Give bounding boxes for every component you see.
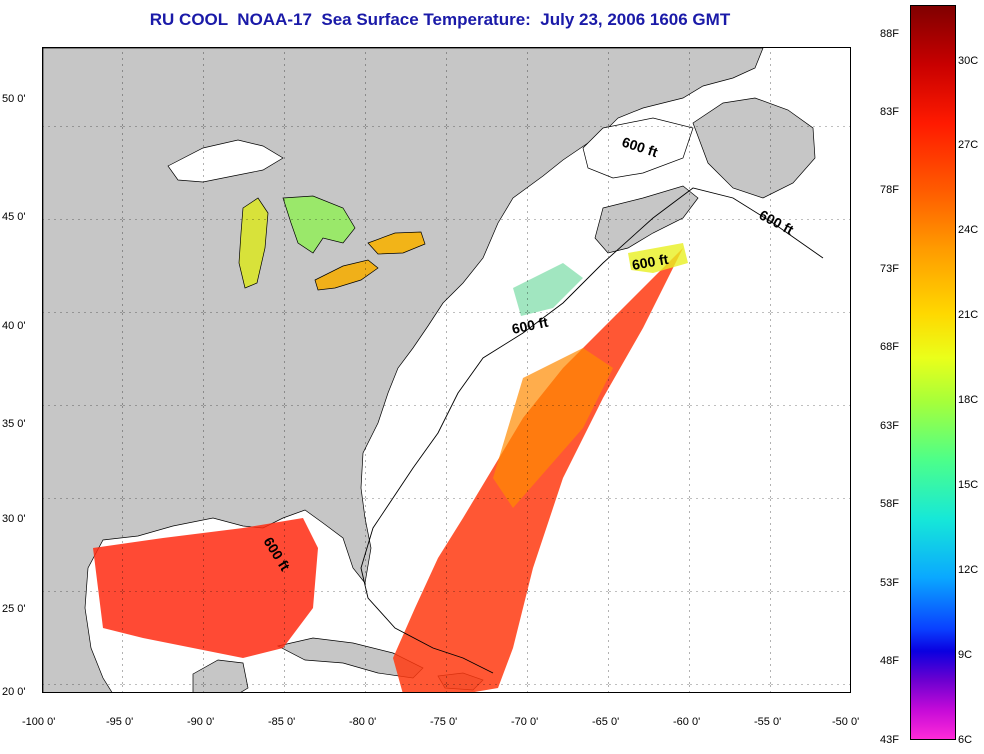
colorbar-celsius-label: 27C (958, 139, 979, 151)
lat-tick-label: 50 0' (2, 93, 26, 105)
colorbar-fahrenheit-label: 48F (880, 655, 899, 667)
lon-tick-label: -80 0' (349, 716, 377, 728)
lat-tick-label: 25 0' (2, 603, 26, 615)
colorbar-fahrenheit-label: 43F (880, 734, 899, 746)
colorbar-fahrenheit-label: 58F (880, 498, 899, 510)
sst-map: 600 ft 600 ft 600 ft 600 ft 600 ft (43, 48, 850, 692)
colorbar-fahrenheit-label: 88F (880, 28, 899, 40)
map-title: RU COOL NOAA-17 Sea Surface Temperature:… (149, 10, 731, 29)
lon-tick-label: -85 0' (268, 716, 296, 728)
colorbar-celsius-label: 6C (958, 734, 973, 746)
colorbar-fahrenheit-label: 53F (880, 577, 899, 589)
lon-tick-label: -95 0' (106, 716, 134, 728)
colorbar-fahrenheit-label: 83F (880, 106, 899, 118)
colorbar-fahrenheit-label: 78F (880, 184, 899, 196)
colorbar-fahrenheit-label: 63F (880, 420, 899, 432)
colorbar-celsius-label: 30C (958, 55, 979, 67)
lon-tick-label: -65 0' (592, 716, 620, 728)
lon-tick-label: -70 0' (511, 716, 539, 728)
colorbar-celsius-label: 24C (958, 224, 979, 236)
colorbar-celsius-label: 18C (958, 394, 979, 406)
colorbar-fahrenheit-label: 73F (880, 263, 899, 275)
colorbar-fahrenheit-label: 68F (880, 341, 899, 353)
graticule (43, 48, 850, 692)
depth-label: 600 ft (631, 251, 670, 273)
colorbar-celsius-label: 21C (958, 309, 979, 321)
depth-label: 600 ft (510, 314, 549, 337)
colorbar-celsius-label: 12C (958, 564, 979, 576)
lon-tick-label: -75 0' (430, 716, 458, 728)
lon-tick-label: -60 0' (673, 716, 701, 728)
map-panel[interactable]: 600 ft 600 ft 600 ft 600 ft 600 ft (42, 47, 851, 693)
lon-tick-label: -90 0' (187, 716, 215, 728)
lat-tick-label: 45 0' (2, 211, 26, 223)
lon-tick-label: -50 0' (832, 716, 860, 728)
lat-tick-label: 30 0' (2, 513, 26, 525)
lat-tick-label: 40 0' (2, 320, 26, 332)
lon-tick-label: -55 0' (754, 716, 782, 728)
colorbar-celsius-label: 15C (958, 479, 979, 491)
lat-tick-label: 20 0' (2, 686, 26, 698)
colorbar-celsius-label: 9C (958, 649, 973, 661)
lat-tick-label: 35 0' (2, 418, 26, 430)
lon-tick-label: -100 0' (22, 716, 56, 728)
temperature-colorbar (910, 5, 956, 740)
